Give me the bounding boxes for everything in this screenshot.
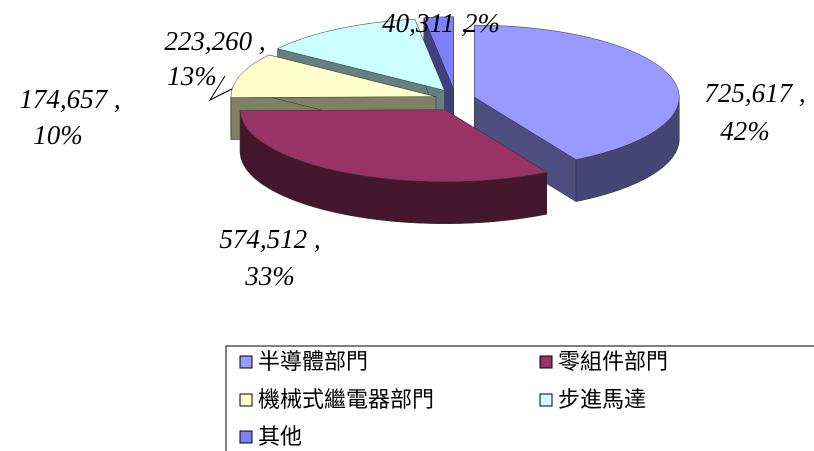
percent-label: 10% [33, 120, 83, 150]
legend-label: 半導體部門 [258, 350, 368, 375]
legend-label: 零組件部門 [558, 350, 668, 375]
legend-label: 其他 [258, 425, 302, 450]
value-label: 574,512 , [219, 224, 320, 254]
leader-line [208, 75, 241, 102]
percent-label: 2% [464, 8, 500, 38]
slice [474, 24, 680, 160]
legend-label: 步進馬達 [558, 388, 646, 413]
legend-swatch [539, 393, 553, 407]
legend-swatch [539, 355, 553, 369]
value-label: 725,617 , [704, 78, 805, 108]
value-label: 40,311 , [382, 8, 468, 38]
percent-label: 33% [244, 261, 295, 291]
slice [230, 54, 436, 98]
legend-label: 機械式繼電器部門 [258, 388, 434, 413]
value-label: 174,657 , [19, 84, 120, 114]
labels: 725,617 , 42% 574,512 , 33% 174,657 , 10% 223,… [19, 8, 805, 291]
legend-frame [225, 345, 814, 451]
slice [423, 16, 454, 89]
legend-swatch [239, 393, 253, 407]
slice [276, 18, 445, 91]
value-label: 223,260 , [164, 26, 265, 56]
legend-swatch [239, 355, 253, 369]
percent-label: 13% [167, 61, 217, 91]
slice [239, 109, 548, 183]
percent-label: 42% [720, 116, 770, 146]
pie [230, 16, 680, 225]
legend-swatch [239, 430, 253, 444]
